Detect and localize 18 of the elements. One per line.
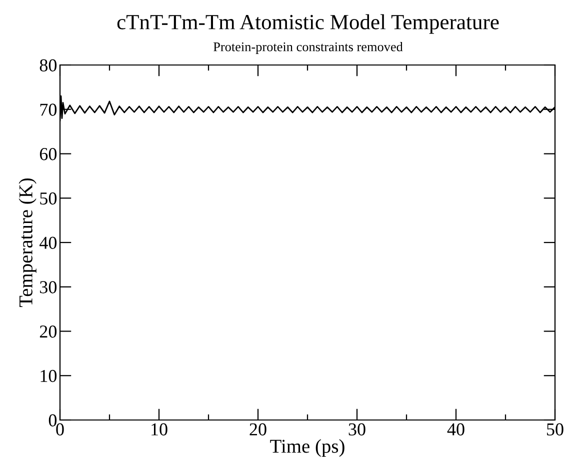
x-tick-label: 40 (447, 423, 464, 436)
y-tick-label: 20 (40, 326, 57, 338)
x-tick-label: 20 (250, 423, 266, 436)
y-axis-title: Temperature (K) (18, 178, 36, 308)
y-tick-label: 30 (40, 281, 57, 294)
x-tick-label: 30 (348, 423, 366, 436)
x-tick-label: 10 (152, 423, 168, 436)
x-tick-label: 50 (547, 423, 564, 436)
chart-subtitle: Protein-protein constraints removed (213, 42, 403, 54)
y-tick-label: 40 (40, 236, 57, 249)
x-axis-title: Time (ps) (270, 439, 344, 457)
chart-title: cTnT-Tm-Tm Atomistic Model Temperature (117, 14, 499, 34)
y-tick-label: 60 (40, 148, 57, 160)
y-tick-label: 70 (40, 104, 57, 116)
y-tick-label: 50 (40, 192, 57, 205)
y-tick-label: 10 (40, 370, 57, 382)
y-tick-label: 0 (48, 414, 57, 426)
y-tick-label: 80 (40, 59, 57, 72)
